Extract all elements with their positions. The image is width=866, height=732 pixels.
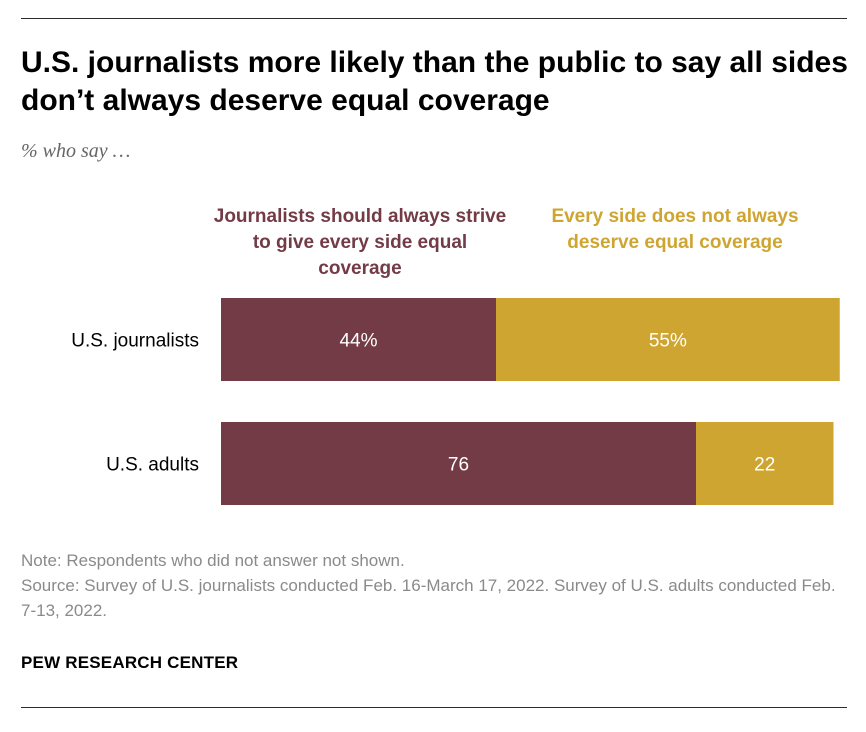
top-rule: [21, 18, 847, 19]
note-text: Note: Respondents who did not answer not…: [21, 551, 405, 570]
bar-segment: [221, 422, 696, 505]
chart-subtitle: % who say …: [21, 140, 131, 162]
bar-segment: [496, 298, 840, 381]
stacked-bar-chart: U.S. journalists 44% 55% U.S. adults 76 22: [71, 298, 840, 505]
source-text: Source: Survey of U.S. journalists condu…: [21, 576, 836, 620]
data-label: 76: [448, 455, 469, 476]
category-label: U.S. adults: [106, 455, 199, 476]
category-label: U.S. journalists: [71, 331, 199, 352]
legend-series-b: Every side does not always deserve equal…: [551, 206, 799, 253]
legend-series-a: Journalists should always strive to give…: [213, 206, 507, 279]
data-label: 55%: [649, 331, 687, 352]
data-label: 22: [754, 455, 775, 476]
data-label: 44%: [339, 331, 377, 352]
notes: Note: Respondents who did not answer not…: [21, 548, 851, 623]
bar-segment: [696, 422, 834, 505]
chart-title: U.S. journalists more likely than the pu…: [21, 46, 848, 117]
brand-name: PEW RESEARCH CENTER: [21, 653, 239, 672]
bar-segment: [221, 298, 496, 381]
bottom-rule: [21, 707, 847, 708]
